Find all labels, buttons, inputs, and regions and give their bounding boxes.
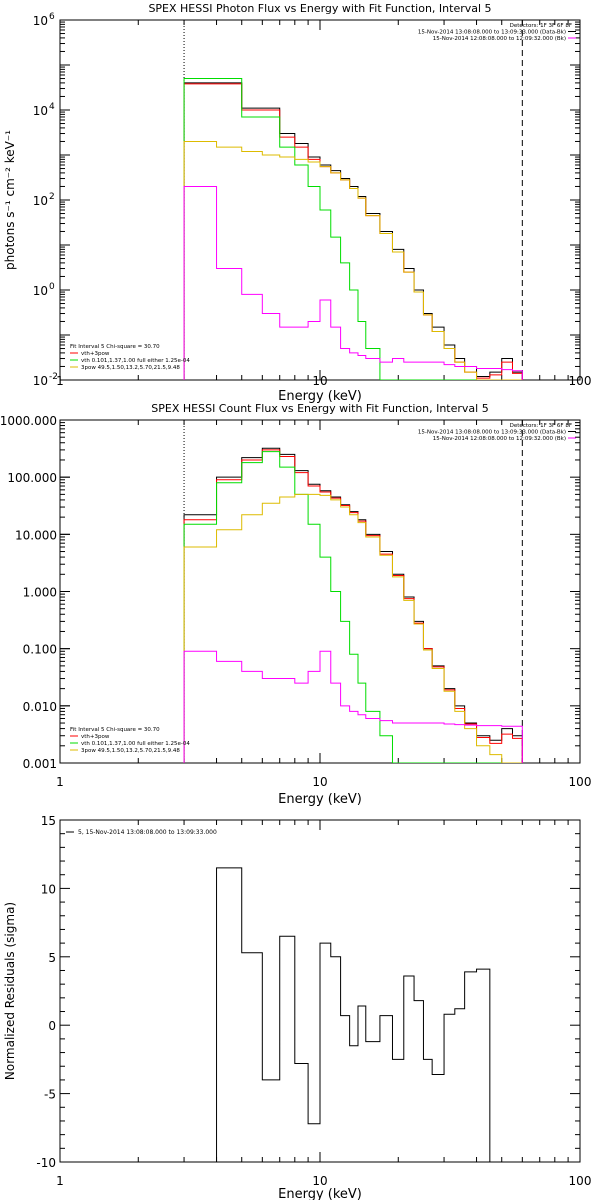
legend-entry: vth 0.101,1.37,1.00 full either 1.25e-04 <box>81 741 190 747</box>
x-axis-label: Energy (keV) <box>278 1187 362 1200</box>
series-group <box>183 447 523 763</box>
y-tick-label: 1000.000 <box>0 414 57 428</box>
chart-panel-1: SPEX HESSI Photon Flux vs Energy with Fi… <box>3 2 591 404</box>
x-tick-label: 100 <box>569 775 592 789</box>
y-axis-label: photons s⁻¹ cm⁻² keV⁻¹ <box>3 130 17 270</box>
x-axis: 1 10 100 Energy (keV) <box>56 820 591 1200</box>
chart-title: SPEX HESSI Photon Flux vs Energy with Fi… <box>148 2 491 15</box>
legend-fit-info: Fit Interval 5 Chi-square = 30.70 <box>70 727 160 733</box>
legend-entry: 15-Nov-2014 13:08:08.000 to 13:09:33.000… <box>418 430 566 436</box>
series-line-5 <box>183 185 523 380</box>
y-tick-label: 10 <box>41 882 56 896</box>
legend-top: 5, 15-Nov-2014 13:08:08.000 to 13:09:33.… <box>66 829 217 836</box>
legend-entry: 15-Nov-2014 12:08:08.000 to 12:09:32.000… <box>433 36 566 42</box>
x-axis: 1 10 100 Energy (keV) <box>56 420 591 807</box>
y-tick-exponent: 6 <box>49 12 55 22</box>
legend-bottom: Fit Interval 5 Chi-square = 30.70vth+3po… <box>70 727 190 754</box>
y-tick-label: 0 <box>48 1019 56 1033</box>
y-tick-label: 10 <box>33 104 48 118</box>
y-tick-label: 0.010 <box>23 700 57 714</box>
x-tick-label: 1 <box>56 775 64 789</box>
y-tick-exponent: 4 <box>49 102 55 112</box>
y-tick-label: 15 <box>41 814 56 828</box>
plot-frame <box>59 419 581 764</box>
x-tick-label: 1 <box>56 374 64 388</box>
x-tick-label: 10 <box>312 374 327 388</box>
y-tick-exponent: -2 <box>49 372 58 382</box>
series-line-3 <box>183 451 523 763</box>
series-line-4 <box>183 493 523 763</box>
y-tick-label: 10 <box>33 194 48 208</box>
series-line-1 <box>184 867 491 1162</box>
x-tick-label: 10 <box>312 1174 327 1188</box>
series-group <box>184 867 491 1162</box>
series-line-1 <box>183 447 523 763</box>
y-tick-label: 10 <box>33 374 48 388</box>
series-line-2 <box>183 449 523 763</box>
y-tick-label: -5 <box>44 1088 56 1102</box>
y-tick-label: 10.000 <box>15 528 57 542</box>
series-line-1 <box>183 82 523 380</box>
legend-entry: 15-Nov-2014 12:08:08.000 to 12:09:32.000… <box>433 436 566 442</box>
y-tick-label: 0.001 <box>23 757 57 771</box>
legend-detectors: Detectors: 1F 3F 6F 8F <box>510 423 572 429</box>
legend-bottom: Fit Interval 5 Chi-square = 30.70vth+3po… <box>70 344 190 371</box>
y-tick-label: 10 <box>33 284 48 298</box>
y-axis-label: Normalized Residuals (sigma) <box>3 902 17 1080</box>
legend-entry: vth 0.101,1.37,1.00 full either 1.25e-04 <box>81 358 190 364</box>
y-tick-label: 5 <box>48 951 56 965</box>
x-axis-label: Energy (keV) <box>278 389 362 404</box>
series-line-4 <box>183 140 523 380</box>
x-tick-label: 1 <box>56 1174 64 1188</box>
legend-entry: 5, 15-Nov-2014 13:08:08.000 to 13:09:33.… <box>78 829 217 836</box>
y-axis: 0.001 0.010 0.100 1.000 10.000 100.000 1000.00… <box>0 414 580 771</box>
legend-entry: vth+3pow <box>81 351 110 357</box>
y-axis: -10 -5 0 5 10 15 Normalized Residuals (sigma) <box>3 814 580 1170</box>
x-axis: 1 10 100 Energy (keV) <box>56 20 591 404</box>
series-line-2 <box>183 83 523 380</box>
y-tick-label: -10 <box>36 1156 56 1170</box>
legend-entry: 3pow 49.5,1.50,13.2,5.70,21.5,9.48 <box>81 365 180 371</box>
legend-fit-info: Fit Interval 5 Chi-square = 30.70 <box>70 344 160 350</box>
y-tick-exponent: 2 <box>49 192 55 202</box>
series-line-3 <box>183 78 523 380</box>
x-tick-label: 100 <box>569 374 592 388</box>
legend-detectors: Detectors: 1F 3F 6F 8F <box>510 23 572 29</box>
chart-panel-3: 1 10 100 Energy (keV) -10 -5 0 5 10 15 Normalized … <box>3 814 591 1200</box>
series-group <box>183 78 523 380</box>
y-tick-label: 10 <box>33 14 48 28</box>
chart-title: SPEX HESSI Count Flux vs Energy with Fit… <box>151 402 488 415</box>
y-tick-label: 1.000 <box>23 586 57 600</box>
y-tick-label: 100.000 <box>7 471 57 485</box>
x-tick-label: 100 <box>569 1174 592 1188</box>
legend-entry: 15-Nov-2014 13:08:08.000 to 13:09:33.000… <box>418 30 566 36</box>
x-axis-label: Energy (keV) <box>278 792 362 807</box>
chart-panel-2: SPEX HESSI Count Flux vs Energy with Fit… <box>0 402 591 807</box>
legend-entry: 3pow 49.5,1.50,13.2,5.70,21.5,9.48 <box>81 748 180 754</box>
legend-entry: vth+3pow <box>81 734 110 740</box>
series-line-5 <box>183 650 523 763</box>
y-tick-label: 0.100 <box>23 643 57 657</box>
y-tick-exponent: 0 <box>49 282 55 292</box>
x-tick-label: 10 <box>312 775 327 789</box>
